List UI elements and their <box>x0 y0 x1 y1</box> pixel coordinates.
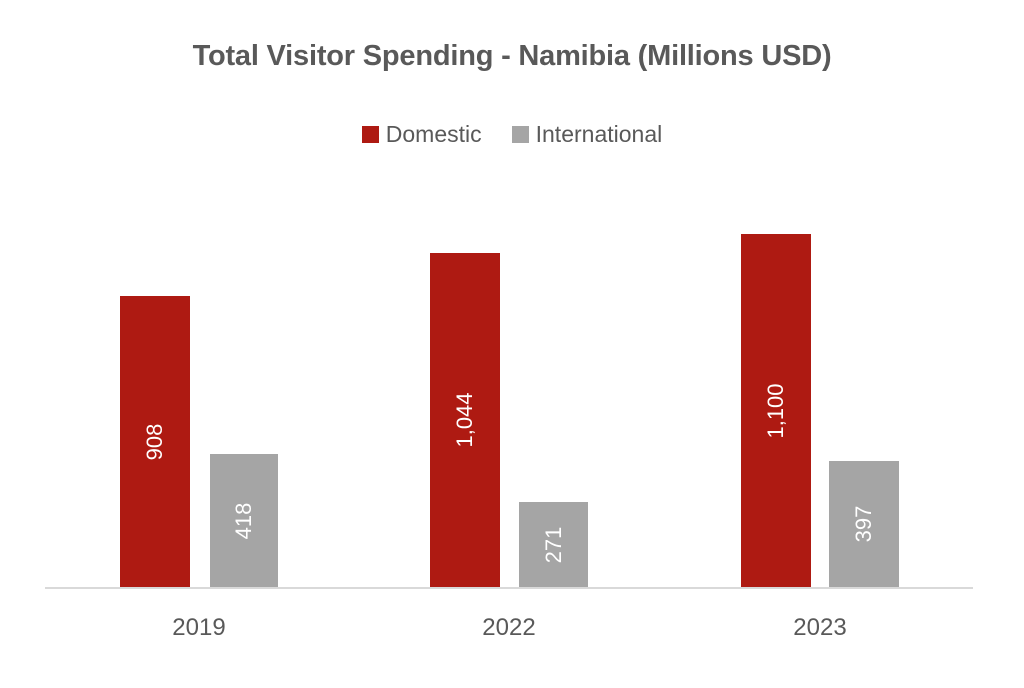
chart-title: Total Visitor Spending - Namibia (Millio… <box>192 40 832 72</box>
data-label: 418 <box>231 502 256 539</box>
legend-label-international: International <box>535 121 663 147</box>
data-label: 1,044 <box>452 392 477 448</box>
legend-swatch-international <box>511 126 529 143</box>
legend-item-domestic: Domestic <box>361 121 482 148</box>
legend: Domestic International <box>0 121 1024 148</box>
bar-international-2019: 418 <box>210 454 278 587</box>
bar-international-2023: 397 <box>829 461 899 587</box>
bar-domestic-2023: 1,100 <box>741 234 811 587</box>
bar-domestic-2022: 1,044 <box>430 253 500 587</box>
data-label: 271 <box>540 526 566 563</box>
legend-label-domestic: Domestic <box>385 121 482 147</box>
data-label: 397 <box>851 505 876 543</box>
data-label: 908 <box>142 423 167 460</box>
data-label: 1,100 <box>763 382 788 439</box>
legend-item-international: International <box>511 121 663 148</box>
x-tick-2019: 2019 <box>172 614 226 641</box>
x-axis-line <box>45 587 973 589</box>
legend-swatch-domestic <box>361 126 379 143</box>
x-tick-2023: 2023 <box>793 614 847 641</box>
x-tick-2022: 2022 <box>482 614 536 641</box>
bar-international-2022: 271 <box>519 502 588 587</box>
bar-domestic-2019: 908 <box>120 296 190 587</box>
